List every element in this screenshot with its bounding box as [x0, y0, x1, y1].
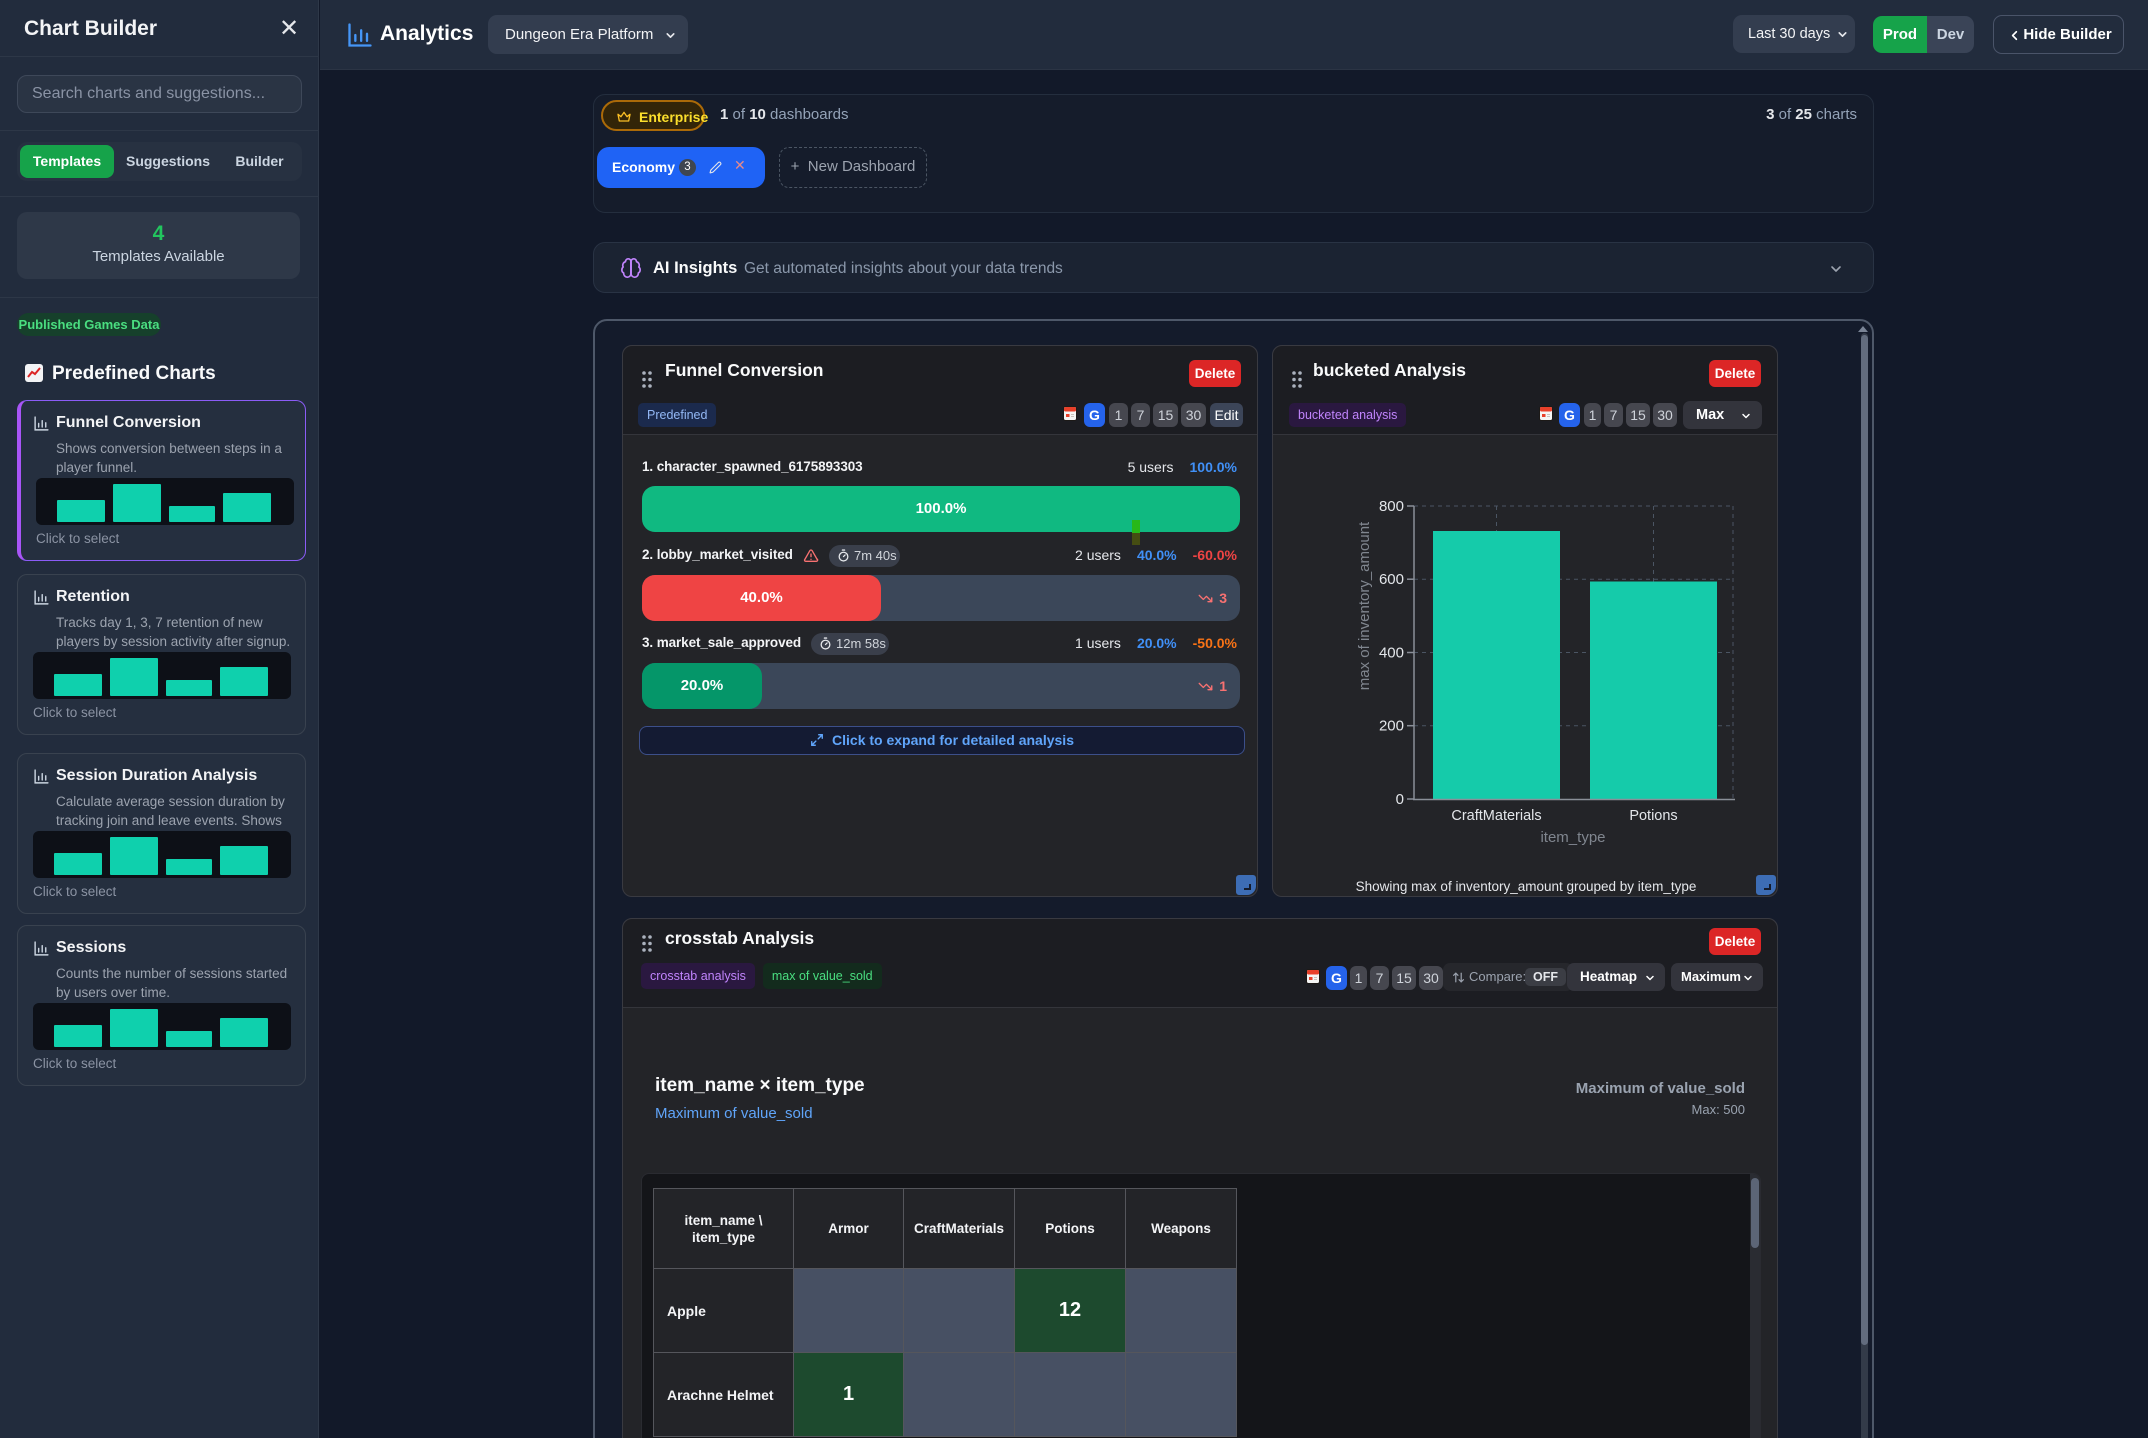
svg-text:400: 400 — [1379, 645, 1404, 662]
svg-text:800: 800 — [1379, 498, 1404, 515]
svg-text:item_type: item_type — [1540, 829, 1605, 846]
svg-text:CraftMaterials: CraftMaterials — [1451, 808, 1541, 824]
svg-text:600: 600 — [1379, 571, 1404, 588]
svg-text:0: 0 — [1396, 791, 1404, 808]
svg-text:Potions: Potions — [1629, 808, 1677, 824]
svg-text:max of inventory_amount: max of inventory_amount — [1356, 521, 1373, 690]
svg-text:200: 200 — [1379, 718, 1404, 735]
